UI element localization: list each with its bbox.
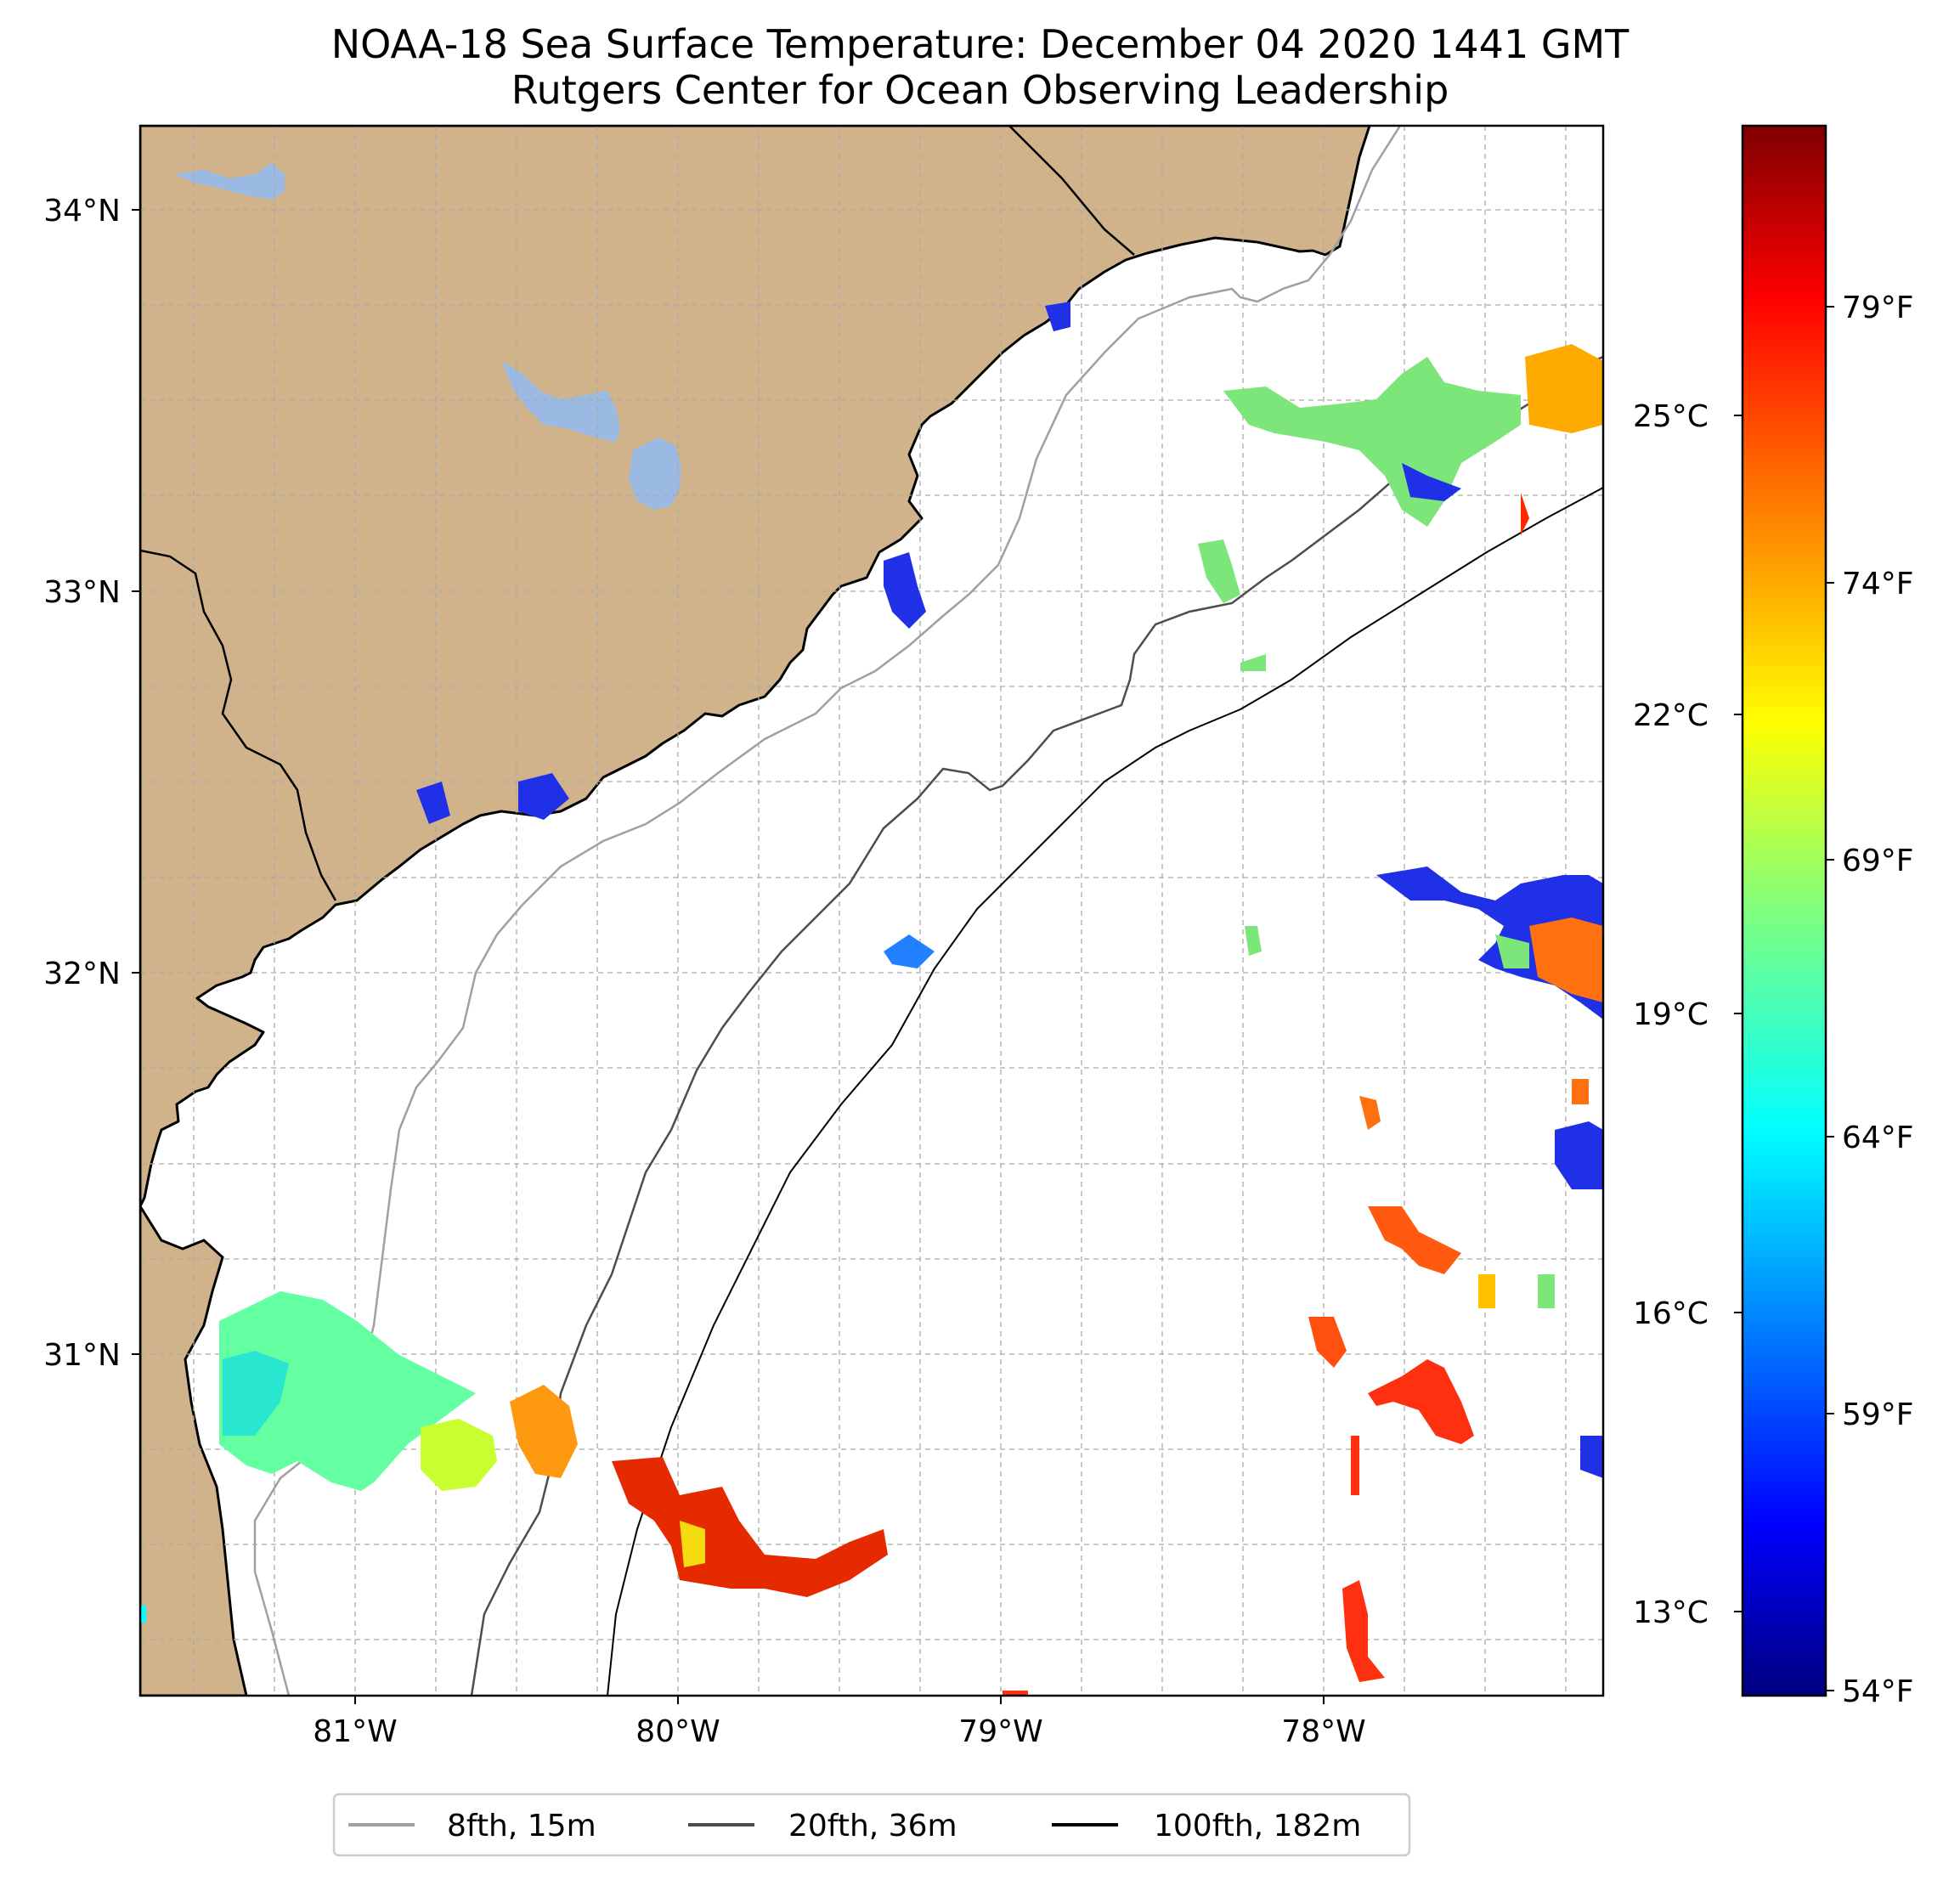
- state-border-nc-sc: [1008, 126, 1135, 256]
- map-subtitle: Rutgers Center for Ocean Observing Leade…: [511, 67, 1449, 113]
- inland-lake-north: [174, 163, 285, 200]
- colorbar-fahrenheit-label-74: 74°F: [1842, 567, 1914, 601]
- colorbar-celsius-label-19: 19°C: [1633, 997, 1709, 1032]
- legend-label-20fth: 20fth, 36m: [788, 1809, 957, 1843]
- colorbar-fahrenheit-label-79: 79°F: [1842, 291, 1914, 325]
- lon-label-80w: 80°W: [635, 1714, 720, 1749]
- lon-label-79w: 79°W: [958, 1714, 1042, 1749]
- colorbar-celsius-ticks: [1734, 415, 1743, 1612]
- colorbar: [1741, 124, 1827, 1697]
- legend-box: [332, 1792, 1411, 1857]
- lat-label-32n: 32°N: [43, 957, 121, 991]
- sst-data-layer: [140, 302, 1603, 1696]
- lat-label-31n: 31°N: [43, 1338, 121, 1373]
- isobath-20fth: [470, 355, 1603, 1696]
- map-panel: [140, 126, 1603, 1696]
- colorbar-fahrenheit-label-59: 59°F: [1842, 1397, 1914, 1432]
- lake-marion: [501, 361, 620, 442]
- lon-label-78w: 78°W: [1281, 1714, 1365, 1749]
- map-frame: [138, 124, 1605, 1697]
- colorbar-celsius-label-25: 25°C: [1633, 399, 1709, 434]
- isobath-8fth: [253, 126, 1402, 1696]
- latitude-ticks: [132, 209, 140, 1355]
- isobath-100fth: [607, 487, 1603, 1696]
- state-border: [140, 549, 337, 901]
- legend-label-100fth: 100fth, 182m: [1154, 1809, 1361, 1843]
- lat-label-33n: 33°N: [43, 575, 121, 610]
- land-mass: [140, 126, 1371, 1208]
- colorbar-fahrenheit-label-54: 54°F: [1842, 1674, 1914, 1709]
- map-gridlines: [140, 126, 1603, 1696]
- colorbar-fahrenheit-label-64: 64°F: [1842, 1121, 1914, 1155]
- colorbar-celsius-label-13: 13°C: [1633, 1595, 1709, 1630]
- map-title: NOAA-18 Sea Surface Temperature: Decembe…: [330, 21, 1630, 67]
- land-mass-southwest: [140, 1204, 248, 1696]
- lat-label-34n: 34°N: [43, 194, 121, 229]
- longitude-ticks: [354, 1696, 1325, 1704]
- colorbar-celsius-label-22: 22°C: [1633, 698, 1709, 733]
- colorbar-fahrenheit-label-69: 69°F: [1842, 844, 1914, 878]
- colorbar-fahrenheit-ticks: [1826, 306, 1834, 1691]
- lon-label-81w: 81°W: [313, 1714, 397, 1749]
- legend-label-8fth: 8fth, 15m: [447, 1809, 596, 1843]
- colorbar-celsius-label-16: 16°C: [1633, 1296, 1709, 1331]
- isobath-legend: 8fth, 15m 20fth, 36m 100fth, 182m: [332, 1792, 1411, 1857]
- lake-moultrie: [629, 438, 681, 510]
